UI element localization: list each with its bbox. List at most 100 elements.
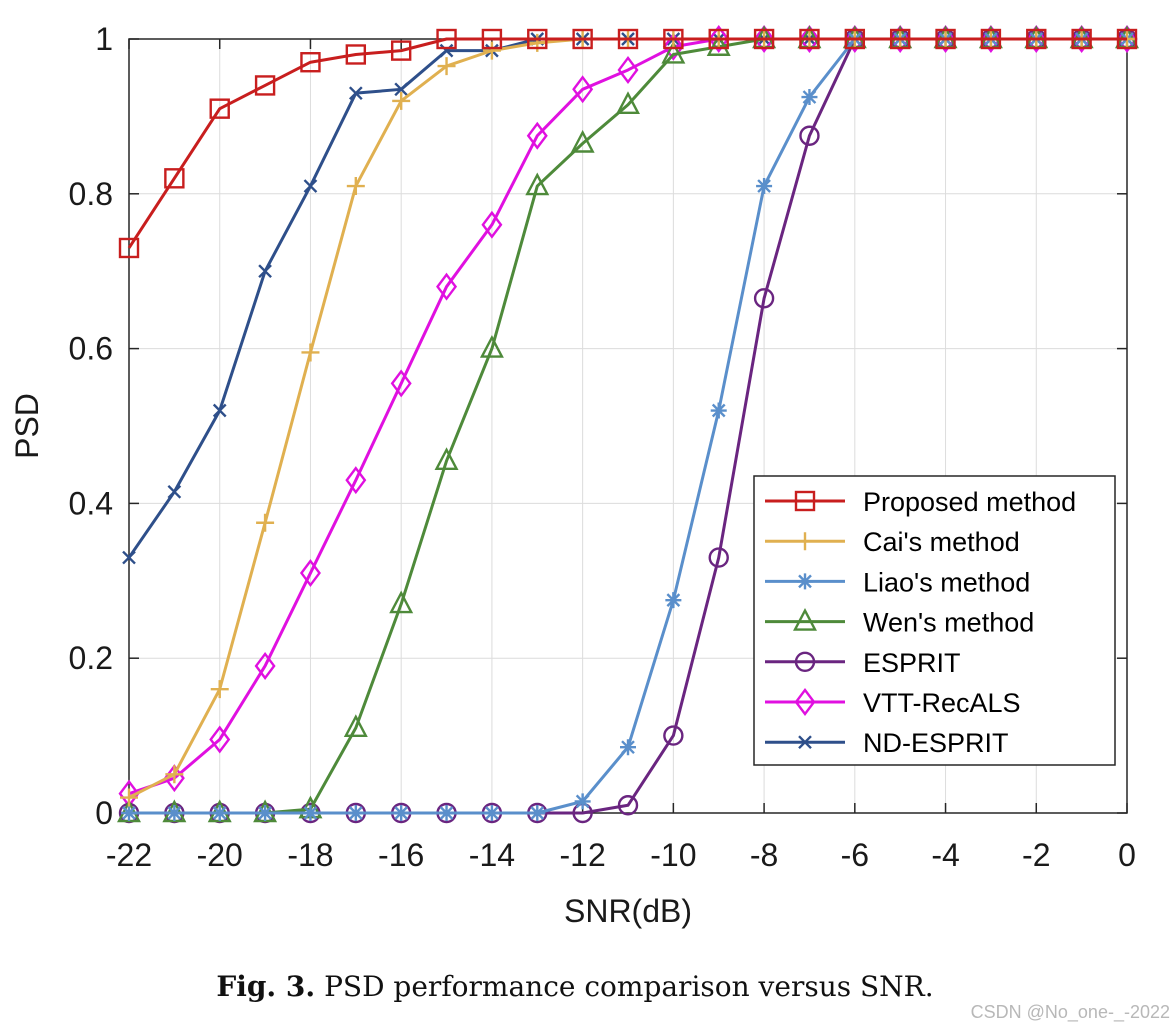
figure-caption-text: PSD performance comparison versus SNR. — [324, 970, 934, 1003]
data-point — [254, 75, 276, 96]
x-tick-label: -8 — [750, 837, 778, 873]
data-point — [801, 89, 818, 106]
x-tick-label: -2 — [1022, 837, 1050, 873]
data-point — [390, 40, 412, 61]
data-point — [211, 805, 228, 821]
data-point — [1071, 25, 1093, 53]
data-point — [165, 765, 184, 784]
data-point — [753, 288, 775, 309]
data-point — [616, 91, 640, 114]
data-point — [708, 28, 729, 50]
legend-label: Proposed method — [863, 487, 1076, 517]
y-tick-label: 0 — [95, 795, 113, 831]
x-tick-label: -18 — [287, 837, 333, 873]
data-point — [210, 680, 229, 699]
data-point — [753, 28, 775, 50]
x-axis-title: SNR(dB) — [564, 893, 692, 929]
data-point — [756, 178, 773, 195]
data-point — [301, 343, 320, 362]
x-tick-label: -4 — [931, 837, 959, 873]
data-point — [257, 805, 274, 821]
data-point — [209, 725, 231, 754]
data-point — [393, 805, 410, 821]
data-point — [122, 550, 136, 565]
legend-label: ND-ESPRIT — [863, 728, 1009, 758]
data-point — [300, 52, 321, 73]
data-point — [212, 403, 227, 418]
data-point — [390, 369, 412, 398]
data-point — [574, 793, 591, 810]
legend-marker — [797, 573, 813, 590]
data-point — [1116, 28, 1138, 50]
data-point — [844, 28, 866, 50]
data-point — [438, 805, 455, 821]
data-point — [1026, 28, 1047, 50]
data-point — [617, 795, 639, 816]
data-point — [572, 28, 593, 50]
data-point — [348, 86, 363, 101]
legend-entry: Cai's method — [765, 527, 1020, 557]
data-point — [889, 25, 911, 53]
data-point — [436, 272, 458, 301]
legend-entry: ND-ESPRIT — [765, 728, 1009, 758]
data-point — [118, 237, 140, 259]
figure-label: Fig. 3. — [216, 970, 316, 1003]
series-layer — [117, 25, 1139, 824]
legend-label: Cai's method — [863, 527, 1020, 557]
y-tick-label: 0.2 — [69, 640, 113, 676]
x-tick-label: -6 — [841, 837, 869, 873]
data-point — [434, 447, 459, 471]
legend-label: Wen's method — [863, 608, 1034, 638]
data-point — [844, 25, 866, 53]
data-point — [706, 33, 731, 56]
data-point — [661, 40, 686, 64]
legend: Proposed method Cai's method Liao's method… — [753, 475, 1116, 766]
data-point — [258, 264, 272, 279]
data-point — [345, 44, 367, 65]
data-point — [525, 172, 550, 196]
data-point — [299, 559, 321, 588]
legend-entry: Wen's method — [765, 608, 1034, 638]
data-point — [345, 466, 367, 495]
data-point — [663, 28, 684, 50]
data-point — [394, 82, 409, 97]
data-point — [303, 179, 318, 193]
data-point — [121, 805, 137, 821]
x-tick-label: -22 — [106, 837, 152, 873]
data-point — [663, 725, 684, 746]
data-point — [980, 28, 1002, 50]
data-point — [392, 91, 411, 110]
x-tick-label: 0 — [1118, 837, 1136, 873]
y-tick-label: 0.4 — [69, 485, 113, 521]
data-point — [980, 25, 1002, 53]
legend-label: ESPRIT — [863, 648, 961, 678]
data-point — [617, 55, 639, 84]
figure-caption: Fig. 3. PSD performance comparison versu… — [0, 970, 1150, 1003]
legend-label: VTT-RecALS — [863, 688, 1021, 718]
data-point — [166, 805, 183, 821]
data-point — [526, 121, 548, 150]
legend-entry: VTT-RecALS — [765, 688, 1021, 718]
x-tick-label: -14 — [469, 837, 515, 873]
legend-entry: Proposed method — [765, 487, 1076, 517]
data-point — [482, 41, 501, 60]
legend-entry: ESPRIT — [765, 648, 961, 678]
x-tick-label: -12 — [560, 837, 606, 873]
y-tick-label: 0.6 — [69, 331, 113, 367]
data-point — [254, 651, 276, 680]
data-point — [256, 513, 275, 532]
data-point — [572, 75, 594, 104]
data-point — [1071, 28, 1092, 50]
axes: -22 -20 -18 -16 -14 -12 -10 -8 -6 -4 -2 000.20.40.6… — [69, 21, 1136, 873]
series-line — [127, 37, 1127, 249]
data-point — [483, 805, 500, 821]
data-point — [479, 335, 504, 358]
data-point — [620, 739, 636, 756]
data-point — [798, 25, 820, 53]
data-point — [347, 805, 364, 821]
data-point — [527, 28, 548, 50]
data-point — [1116, 25, 1138, 53]
data-point — [889, 28, 911, 50]
data-point — [710, 402, 727, 419]
x-tick-label: -10 — [650, 837, 696, 873]
